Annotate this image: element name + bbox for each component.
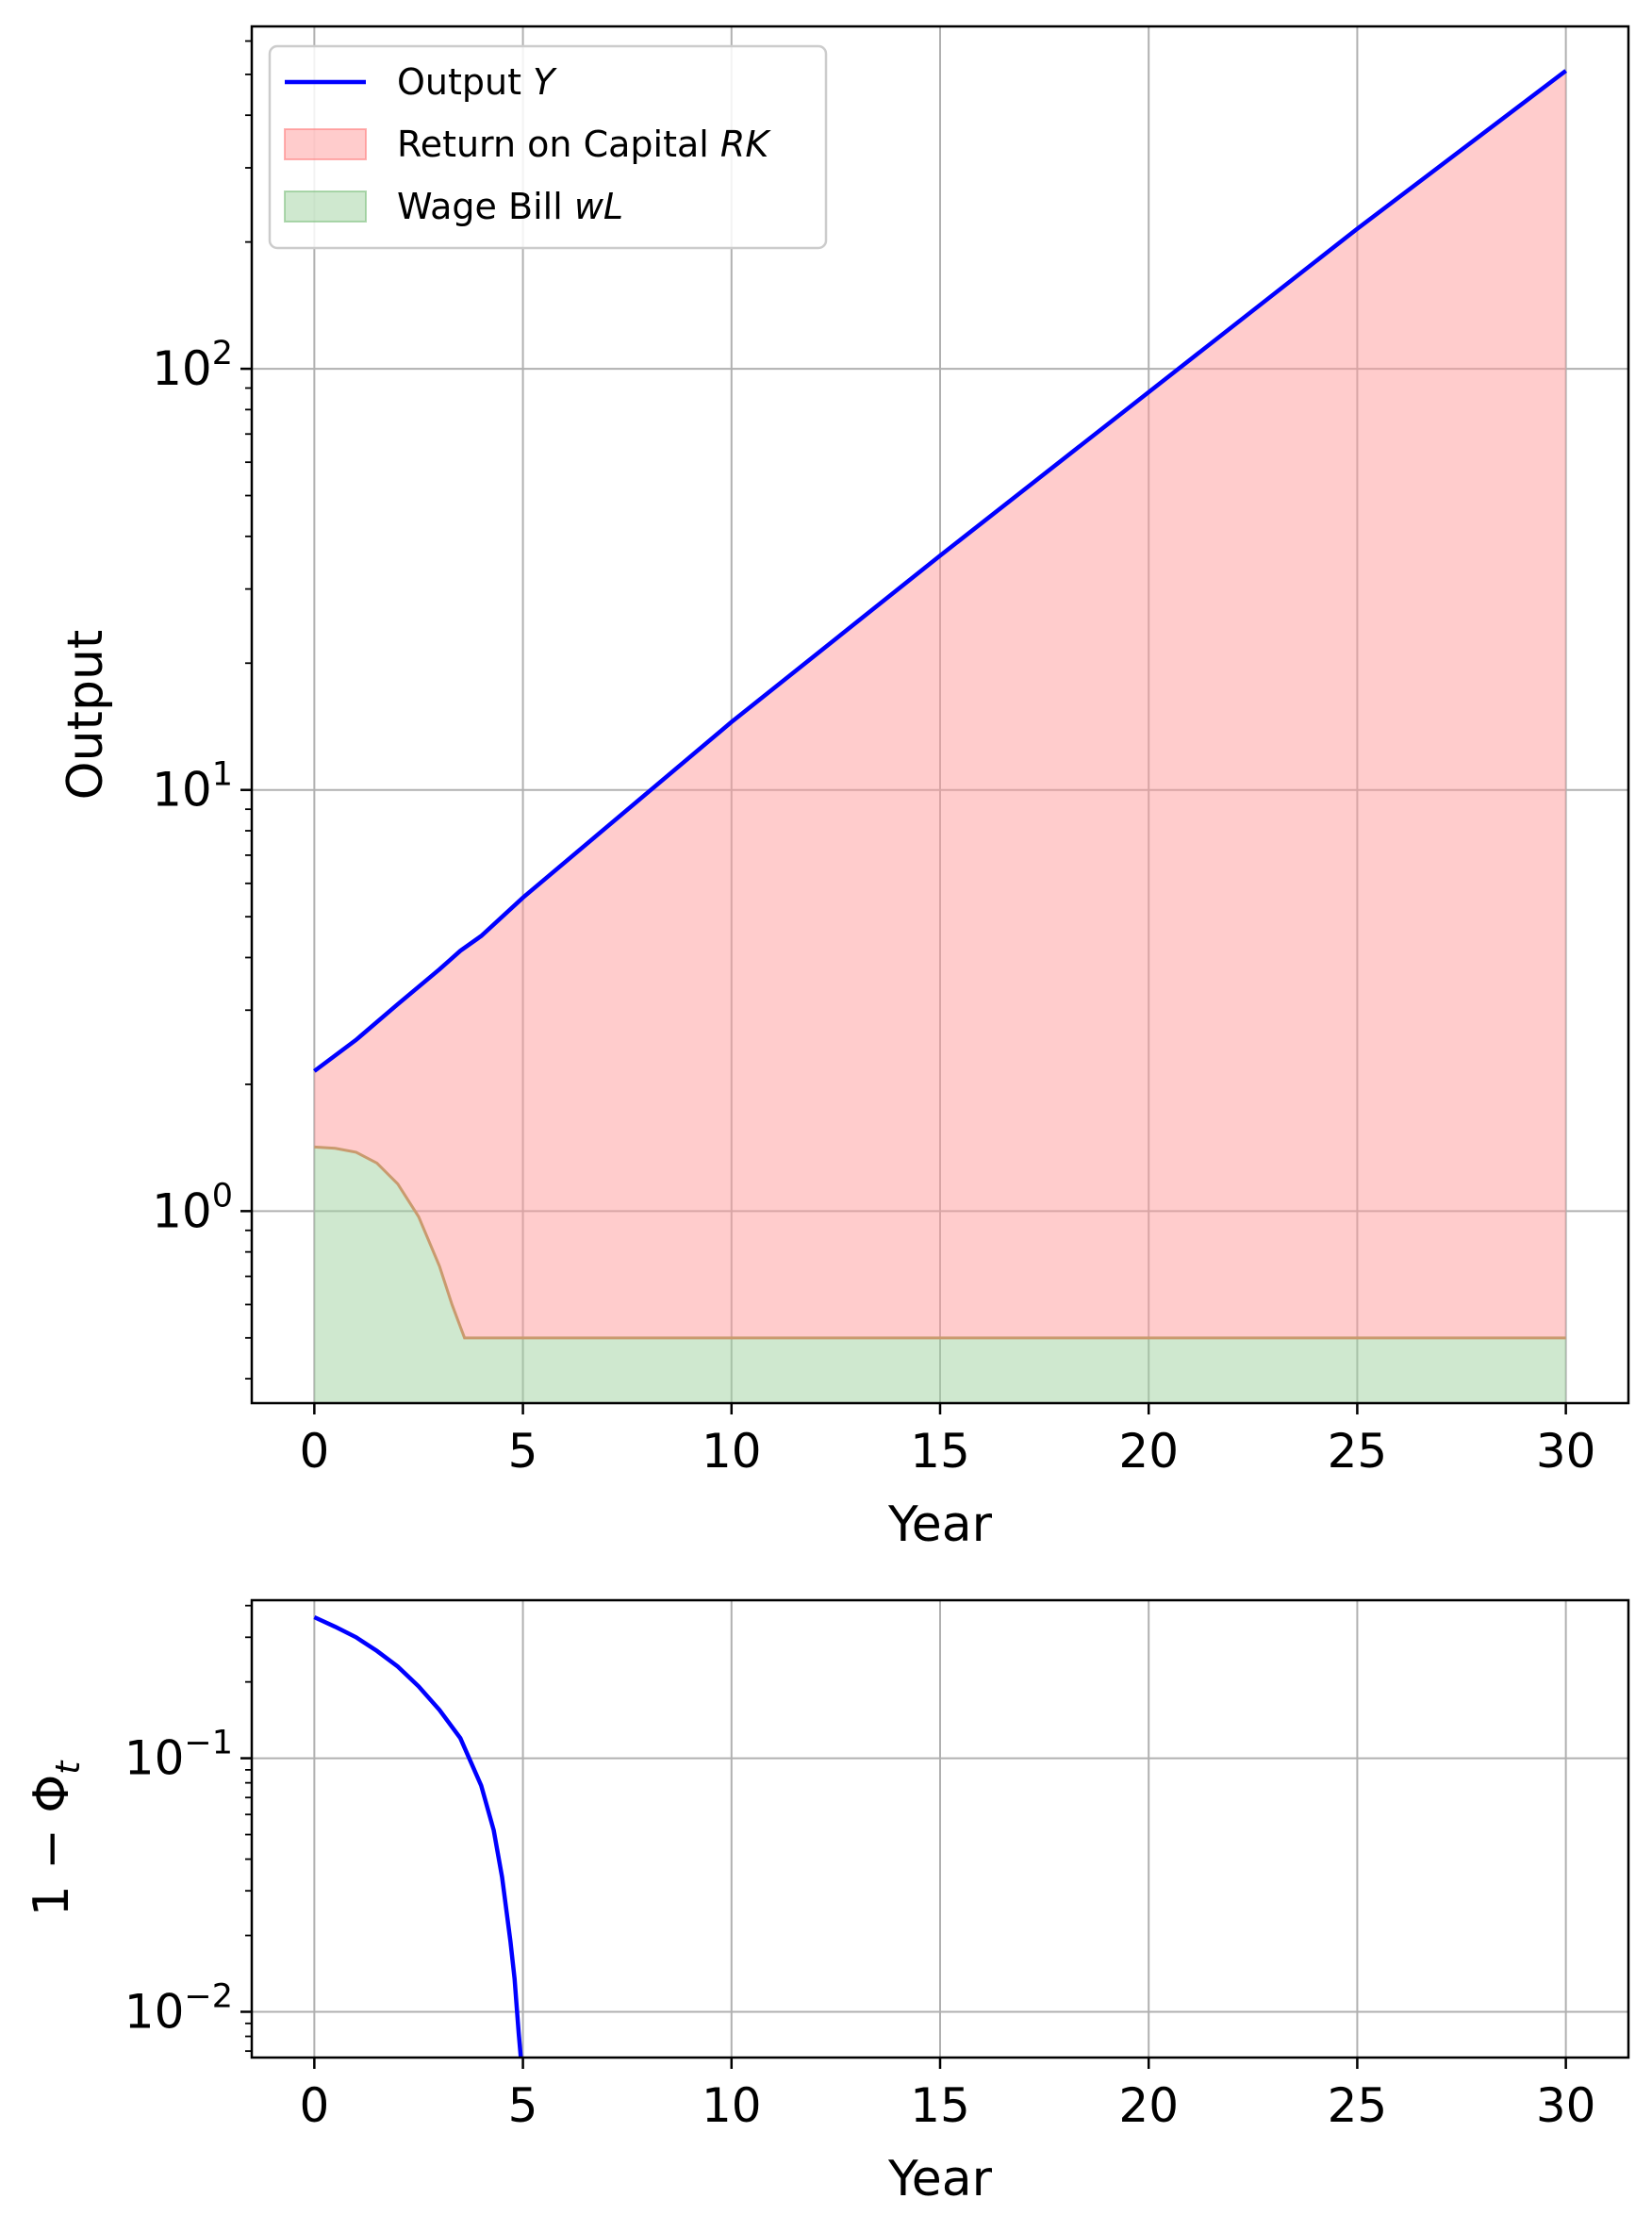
output-line (313, 69, 1567, 1073)
return-on-capital-area (314, 71, 1566, 1338)
bottom-y-tick-label: 10−2 (124, 1977, 233, 2039)
top-x-tick-label: 25 (1328, 1424, 1388, 1479)
top-x-tick-label: 15 (910, 1424, 970, 1479)
top-x-tick-label: 0 (299, 1424, 329, 1479)
bottom-x-tick-label: 25 (1328, 2078, 1388, 2133)
bottom-x-axis-ticks: 0 5 10 15 20 25 30 (299, 2058, 1595, 2133)
top-x-tick-label: 10 (702, 1424, 762, 1479)
bottom-x-tick-label: 0 (299, 2078, 329, 2133)
legend-wl-label: Wage Bill wL (397, 186, 623, 227)
wage-bill-edge (314, 1145, 1566, 1340)
top-y-tick-label: 102 (152, 335, 233, 396)
top-y-tick-label: 100 (152, 1177, 233, 1238)
legend-frame (268, 44, 828, 250)
top-x-tick-label: 5 (508, 1424, 538, 1479)
bottom-y-tick-label: 10−1 (124, 1725, 233, 1786)
one-minus-phi-line (313, 1614, 523, 2058)
top-x-tick-label: 20 (1118, 1424, 1179, 1479)
bottom-chart: 0 5 10 15 20 25 30 10−2 10−1 Year 1 − Φt (24, 1598, 1630, 2207)
bottom-x-tick-label: 15 (910, 2078, 970, 2133)
bottom-x-tick-label: 30 (1536, 2078, 1596, 2133)
legend-rk-label: Return on Capital RK (397, 124, 771, 165)
bottom-y-axis-label: 1 − Φt (24, 1760, 88, 1917)
top-chart: 0 5 10 15 20 25 30 100 101 102 Year Output Outpu… (58, 25, 1630, 1553)
legend-wl-swatch (284, 190, 367, 223)
top-x-axis-label: Year (887, 1496, 993, 1553)
bottom-x-tick-label: 20 (1118, 2078, 1179, 2133)
top-y-axis-label: Output (58, 630, 114, 801)
bottom-y-axis-ticks: 10−2 10−1 (124, 1725, 252, 2039)
top-x-tick-label: 30 (1536, 1424, 1596, 1479)
bottom-plot-frame (250, 1598, 1630, 2059)
bottom-x-axis-label: Year (887, 2151, 993, 2207)
legend-output-label: Output Y (397, 61, 557, 103)
top-plot-frame (250, 25, 1630, 1405)
bottom-x-tick-label: 10 (702, 2078, 762, 2133)
top-y-axis-ticks: 100 101 102 (152, 335, 252, 1238)
bottom-x-tick-label: 5 (508, 2078, 538, 2133)
top-x-axis-ticks: 0 5 10 15 20 25 30 (299, 1403, 1595, 1479)
legend: Output Y Return on Capital RK Wage Bill … (268, 44, 828, 250)
bottom-gridlines (252, 1600, 1628, 2058)
top-y-tick-label: 101 (152, 756, 233, 818)
legend-rk-swatch (284, 128, 367, 160)
